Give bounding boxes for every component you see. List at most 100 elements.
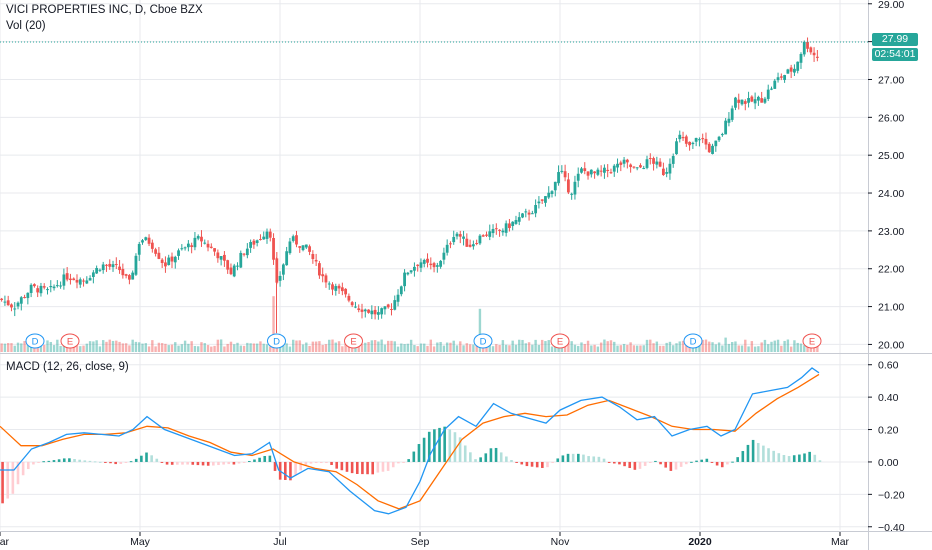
candle-body: [422, 259, 426, 264]
time-tick-label: May: [130, 536, 151, 548]
volume-bar: [406, 343, 410, 352]
candle-body: [550, 191, 554, 195]
volume-bar: [82, 345, 85, 352]
candle-body: [390, 308, 393, 310]
volume-bar: [190, 341, 193, 352]
candle-body: [501, 230, 505, 233]
volume-bar: [131, 339, 134, 352]
macd-histogram-bar: [253, 459, 256, 462]
volume-bar: [472, 344, 475, 352]
macd-histogram-bar: [813, 454, 817, 462]
volume-bar: [88, 341, 92, 352]
volume-bar: [491, 346, 495, 352]
candle-body: [380, 308, 384, 315]
volume-bar: [708, 341, 711, 352]
volume-bar: [626, 344, 629, 352]
macd-tick-label: 0.00: [878, 457, 899, 469]
candle-body: [737, 99, 741, 103]
candle-body: [671, 156, 675, 164]
macd-legend: MACD (12, 26, close, 9): [6, 361, 129, 373]
volume-bar: [672, 345, 675, 352]
macd-histogram-bar: [684, 461, 688, 465]
volume-bar: [678, 341, 681, 352]
volume-bar: [694, 345, 698, 352]
volume-bar: [449, 342, 452, 352]
macd-histogram-bar: [469, 452, 472, 462]
macd-histogram-bar: [145, 452, 148, 462]
candle-body: [344, 288, 348, 295]
candle-body: [42, 286, 46, 288]
candle-body: [599, 170, 603, 172]
candle-body: [144, 237, 148, 240]
volume-bar: [586, 340, 590, 352]
candle-body: [55, 285, 59, 287]
volume-bar: [128, 345, 131, 352]
candle-body: [475, 243, 479, 245]
volume-bar: [740, 345, 744, 352]
candle-body: [756, 96, 760, 101]
macd-histogram-bar: [299, 461, 303, 471]
macd-histogram-bar: [330, 461, 333, 466]
volume-bar: [685, 341, 688, 352]
macd-histogram-bar: [787, 456, 791, 462]
volume-bar: [141, 343, 144, 352]
candle-body: [36, 288, 40, 293]
volume-bar: [567, 341, 570, 352]
candle-body: [52, 286, 56, 289]
volume-bar: [174, 342, 177, 352]
volume-bar: [511, 340, 514, 352]
candle-body: [642, 168, 646, 170]
candle-body: [255, 240, 259, 244]
volume-bar: [396, 346, 400, 352]
macd-histogram-bar: [11, 461, 15, 494]
macd-histogram-bar: [78, 459, 81, 462]
macd-histogram-bar: [412, 451, 416, 462]
price-tick-label: 25.00: [878, 150, 904, 162]
macd-histogram-bar: [361, 461, 364, 475]
macd-histogram-bar: [242, 461, 246, 463]
candle-body: [770, 88, 773, 90]
candle-body: [658, 161, 662, 167]
candle-body: [403, 272, 406, 287]
macd-histogram-bar: [463, 445, 467, 462]
volume-bar: [540, 339, 544, 352]
candle-body: [779, 76, 783, 78]
volume-bar: [590, 345, 593, 352]
macd-histogram-bar: [803, 453, 806, 462]
candle-body: [544, 196, 547, 203]
candle-body: [75, 279, 79, 283]
macd-histogram-bar: [417, 444, 421, 462]
candle-body: [26, 292, 30, 299]
candle-body: [98, 269, 102, 271]
volume-bar: [380, 339, 383, 352]
macd-histogram-bar: [705, 458, 709, 462]
macd-histogram-bar: [643, 461, 647, 466]
dividend-marker: D: [690, 337, 697, 348]
time-tick-label: Jul: [273, 536, 286, 548]
candle-body: [173, 256, 177, 263]
volume-bar: [717, 342, 721, 352]
volume-bar: [229, 341, 233, 352]
macd-histogram-bar: [57, 459, 61, 462]
candle-body: [704, 138, 708, 145]
volume-bar: [383, 344, 387, 352]
volume-bar: [409, 339, 413, 352]
macd-histogram-bar: [268, 455, 272, 462]
candle-body: [812, 52, 816, 56]
macd-histogram-bar: [700, 459, 703, 462]
macd-histogram-bar: [443, 426, 446, 462]
macd-histogram-bar: [248, 460, 251, 462]
volume-bar: [455, 345, 459, 352]
macd-histogram-bar: [335, 461, 339, 469]
candle-body: [376, 312, 380, 315]
macd-histogram-bar: [613, 461, 616, 464]
candle-body: [573, 181, 577, 195]
macd-histogram-bar: [1, 461, 4, 504]
volume-bar: [649, 339, 652, 352]
candle-body: [186, 243, 190, 248]
volume-bar: [468, 344, 472, 352]
volume-bar: [724, 337, 727, 352]
candle-body: [291, 236, 295, 241]
candle-body: [652, 158, 655, 164]
